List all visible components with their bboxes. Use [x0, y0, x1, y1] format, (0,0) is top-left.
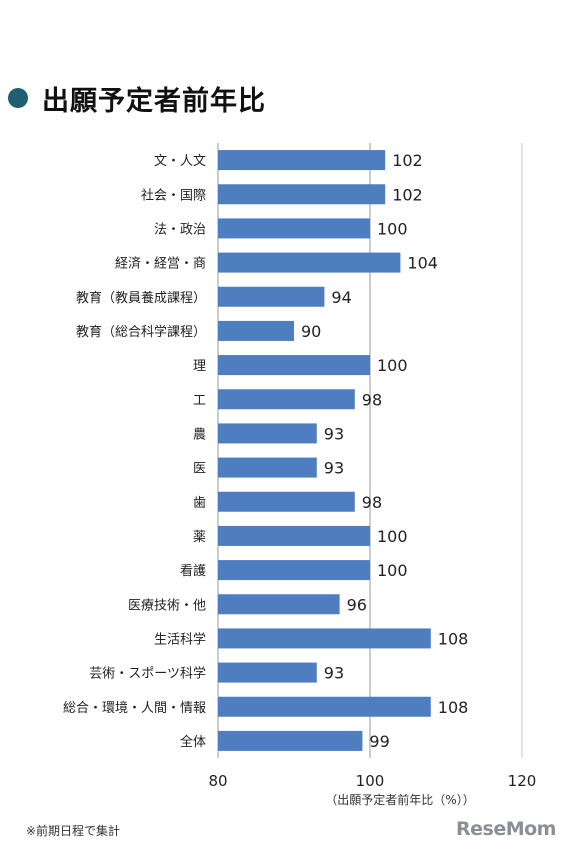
category-label: 教育（教員養成課程）: [76, 290, 206, 306]
bar: [218, 696, 431, 717]
x-tick-label: 120: [508, 772, 537, 790]
chart-title: 出願予定者前年比: [42, 85, 266, 117]
title-bullet-icon: [8, 88, 28, 108]
bar: [218, 525, 370, 546]
category-label: 文・人文: [154, 154, 206, 169]
category-label: 医: [193, 462, 206, 477]
data-label: 100: [377, 356, 408, 375]
bar: [218, 389, 355, 410]
bar: [218, 662, 317, 683]
category-label: 看護: [180, 563, 206, 579]
data-label: 100: [377, 527, 408, 546]
data-label: 100: [377, 219, 408, 238]
category-label: 総合・環境・人間・情報: [63, 701, 206, 716]
bar: [218, 423, 317, 444]
data-label: 98: [362, 493, 382, 512]
title-row: 出願予定者前年比: [8, 78, 266, 118]
category-label: 社会・国際: [141, 187, 206, 203]
data-label: 93: [324, 459, 344, 478]
bar: [218, 355, 370, 376]
x-tick-label: 100: [356, 772, 385, 790]
data-label: 108: [438, 698, 469, 717]
data-label: 99: [369, 732, 389, 751]
category-label: 芸術・スポーツ科学: [89, 666, 206, 682]
category-label: 理: [193, 359, 206, 374]
data-label: 100: [377, 561, 408, 580]
x-tick-label: 80: [208, 772, 227, 790]
bar: [218, 594, 340, 615]
category-label: 教育（総合科学課程）: [76, 324, 206, 340]
bar: [218, 286, 325, 307]
category-label: 経済・経営・商: [115, 256, 206, 272]
footnote: ※前期日程で集計: [26, 824, 121, 838]
category-label: 法・政治: [154, 222, 206, 237]
bar: [218, 560, 370, 581]
category-label: 全体: [180, 734, 206, 750]
data-label: 93: [324, 664, 344, 683]
data-label: 104: [407, 254, 438, 273]
data-label: 94: [331, 288, 351, 307]
bar: [218, 457, 317, 478]
x-axis-label: （出願予定者前年比（%））: [325, 792, 474, 807]
data-label: 96: [347, 595, 367, 614]
category-label: 生活科学: [154, 631, 206, 647]
data-label: 102: [392, 185, 423, 204]
category-label: 工: [193, 393, 206, 408]
category-label: 医療技術・他: [128, 598, 206, 613]
data-label: 90: [301, 322, 321, 341]
category-label: 農: [193, 427, 206, 442]
bar: [218, 184, 386, 205]
bar: [218, 628, 431, 649]
data-label: 102: [392, 151, 423, 170]
bar: [218, 150, 386, 171]
category-label: 薬: [193, 530, 206, 545]
bar: [218, 252, 401, 273]
bar: [218, 491, 355, 512]
bar: [218, 218, 370, 239]
resemom-logo: ReseMom: [456, 818, 556, 840]
category-label: 歯: [193, 496, 206, 511]
data-label: 98: [362, 390, 382, 409]
data-label: 108: [438, 629, 469, 648]
data-label: 93: [324, 424, 344, 443]
bar: [218, 320, 294, 341]
bar: [218, 730, 363, 751]
